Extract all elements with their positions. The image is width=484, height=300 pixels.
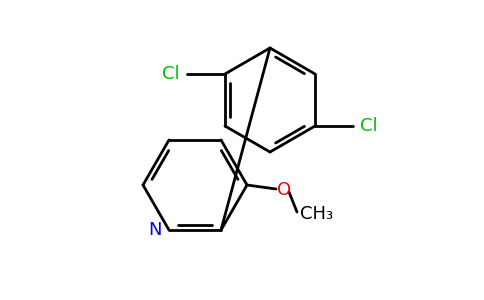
Text: Cl: Cl [360,117,378,135]
Text: N: N [148,221,162,239]
Text: O: O [277,181,291,199]
Text: CH₃: CH₃ [301,205,333,223]
Text: Cl: Cl [162,65,180,83]
